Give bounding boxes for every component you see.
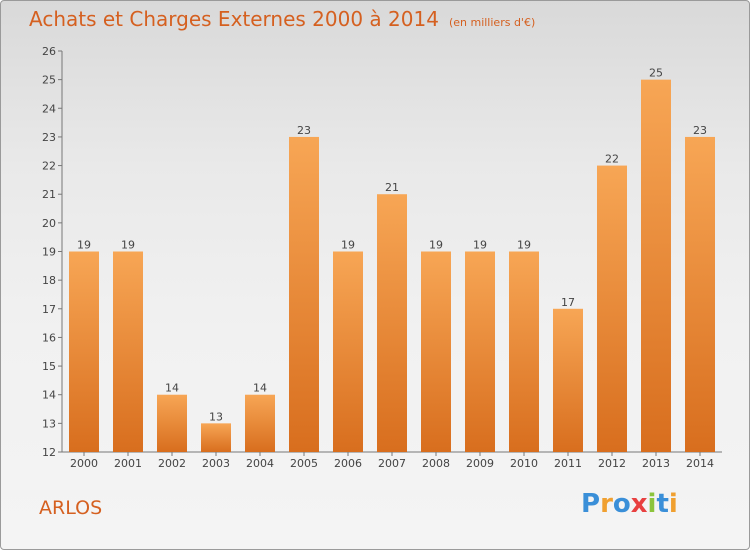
chart-title: Achats et Charges Externes 2000 à 2014 (e… [29,7,535,31]
data-label: 19 [77,239,91,252]
x-tick-label: 2003 [202,457,230,470]
x-tick-label: 2014 [686,457,714,470]
data-label: 13 [209,410,223,423]
x-tick-label: 2010 [510,457,538,470]
data-label: 25 [649,67,663,80]
bar [333,251,363,452]
bar [201,423,231,452]
x-tick-label: 2007 [378,457,406,470]
x-tick-label: 2011 [554,457,582,470]
data-label: 19 [473,239,487,252]
logo-letter: t [656,489,669,519]
bar [465,251,495,452]
y-tick-label: 20 [42,217,56,230]
y-tick-label: 15 [42,360,56,373]
y-tick-label: 18 [42,274,56,287]
data-label: 21 [385,181,399,194]
data-label: 14 [165,382,179,395]
x-tick-label: 2008 [422,457,450,470]
y-tick-label: 19 [42,246,56,259]
bar [685,136,715,452]
logo-letter: i [668,489,678,519]
y-tick-label: 17 [42,303,56,316]
y-tick-label: 26 [42,45,56,58]
bar [113,251,143,452]
x-tick-label: 2006 [334,457,362,470]
y-tick-label: 25 [42,74,56,87]
chart-subtitle: (en milliers d'€) [448,16,536,29]
data-label: 23 [297,124,311,137]
logo-letter: x [630,489,648,519]
logo-letter: r [600,489,613,519]
logo-letter: i [647,489,657,519]
y-tick-label: 24 [42,102,56,115]
x-tick-label: 2012 [598,457,626,470]
data-label: 19 [341,239,355,252]
bar [553,308,583,452]
bar [69,251,99,452]
y-tick-label: 16 [42,331,56,344]
axes: 12 13 14 15 16 17 18 19 20 21 22 23 24 25 26 2000 2001 20… [42,45,722,470]
x-tick-label: 2013 [642,457,670,470]
x-tick-label: 2002 [158,457,186,470]
x-tick-label: 2001 [114,457,142,470]
bars [69,79,715,453]
logo-letter: o [612,489,631,519]
bar [597,165,627,453]
commune-name: ARLOS [39,497,103,519]
x-tick-label: 2004 [246,457,274,470]
x-tick-label: 2009 [466,457,494,470]
data-label: 23 [693,124,707,137]
data-label: 14 [253,382,267,395]
data-label: 19 [517,239,531,252]
bar [421,251,451,452]
bar [509,251,539,452]
data-label: 19 [121,239,135,252]
data-labels: 19 19 14 13 14 23 19 21 19 19 19 17 22 25 23 [77,67,707,424]
y-tick-label: 23 [42,131,56,144]
y-tick-label: 13 [42,417,56,430]
chart-title-text: Achats et Charges Externes 2000 à 2014 [29,7,439,31]
data-label: 19 [429,239,443,252]
bar [157,394,187,452]
x-tick-label: 2000 [70,457,98,470]
bar [245,394,275,452]
data-label: 17 [561,296,575,309]
proxiti-logo[interactable]: Proxiti [581,489,678,519]
y-tick-label: 21 [42,188,56,201]
data-label: 22 [605,153,619,166]
x-tick-label: 2005 [290,457,318,470]
y-tick-label: 14 [42,389,56,402]
y-tick-label: 22 [42,160,56,173]
bar [289,136,319,452]
y-tick-label: 12 [42,446,56,459]
logo-letter: P [581,489,601,519]
bar [641,79,671,453]
bar [377,194,407,452]
